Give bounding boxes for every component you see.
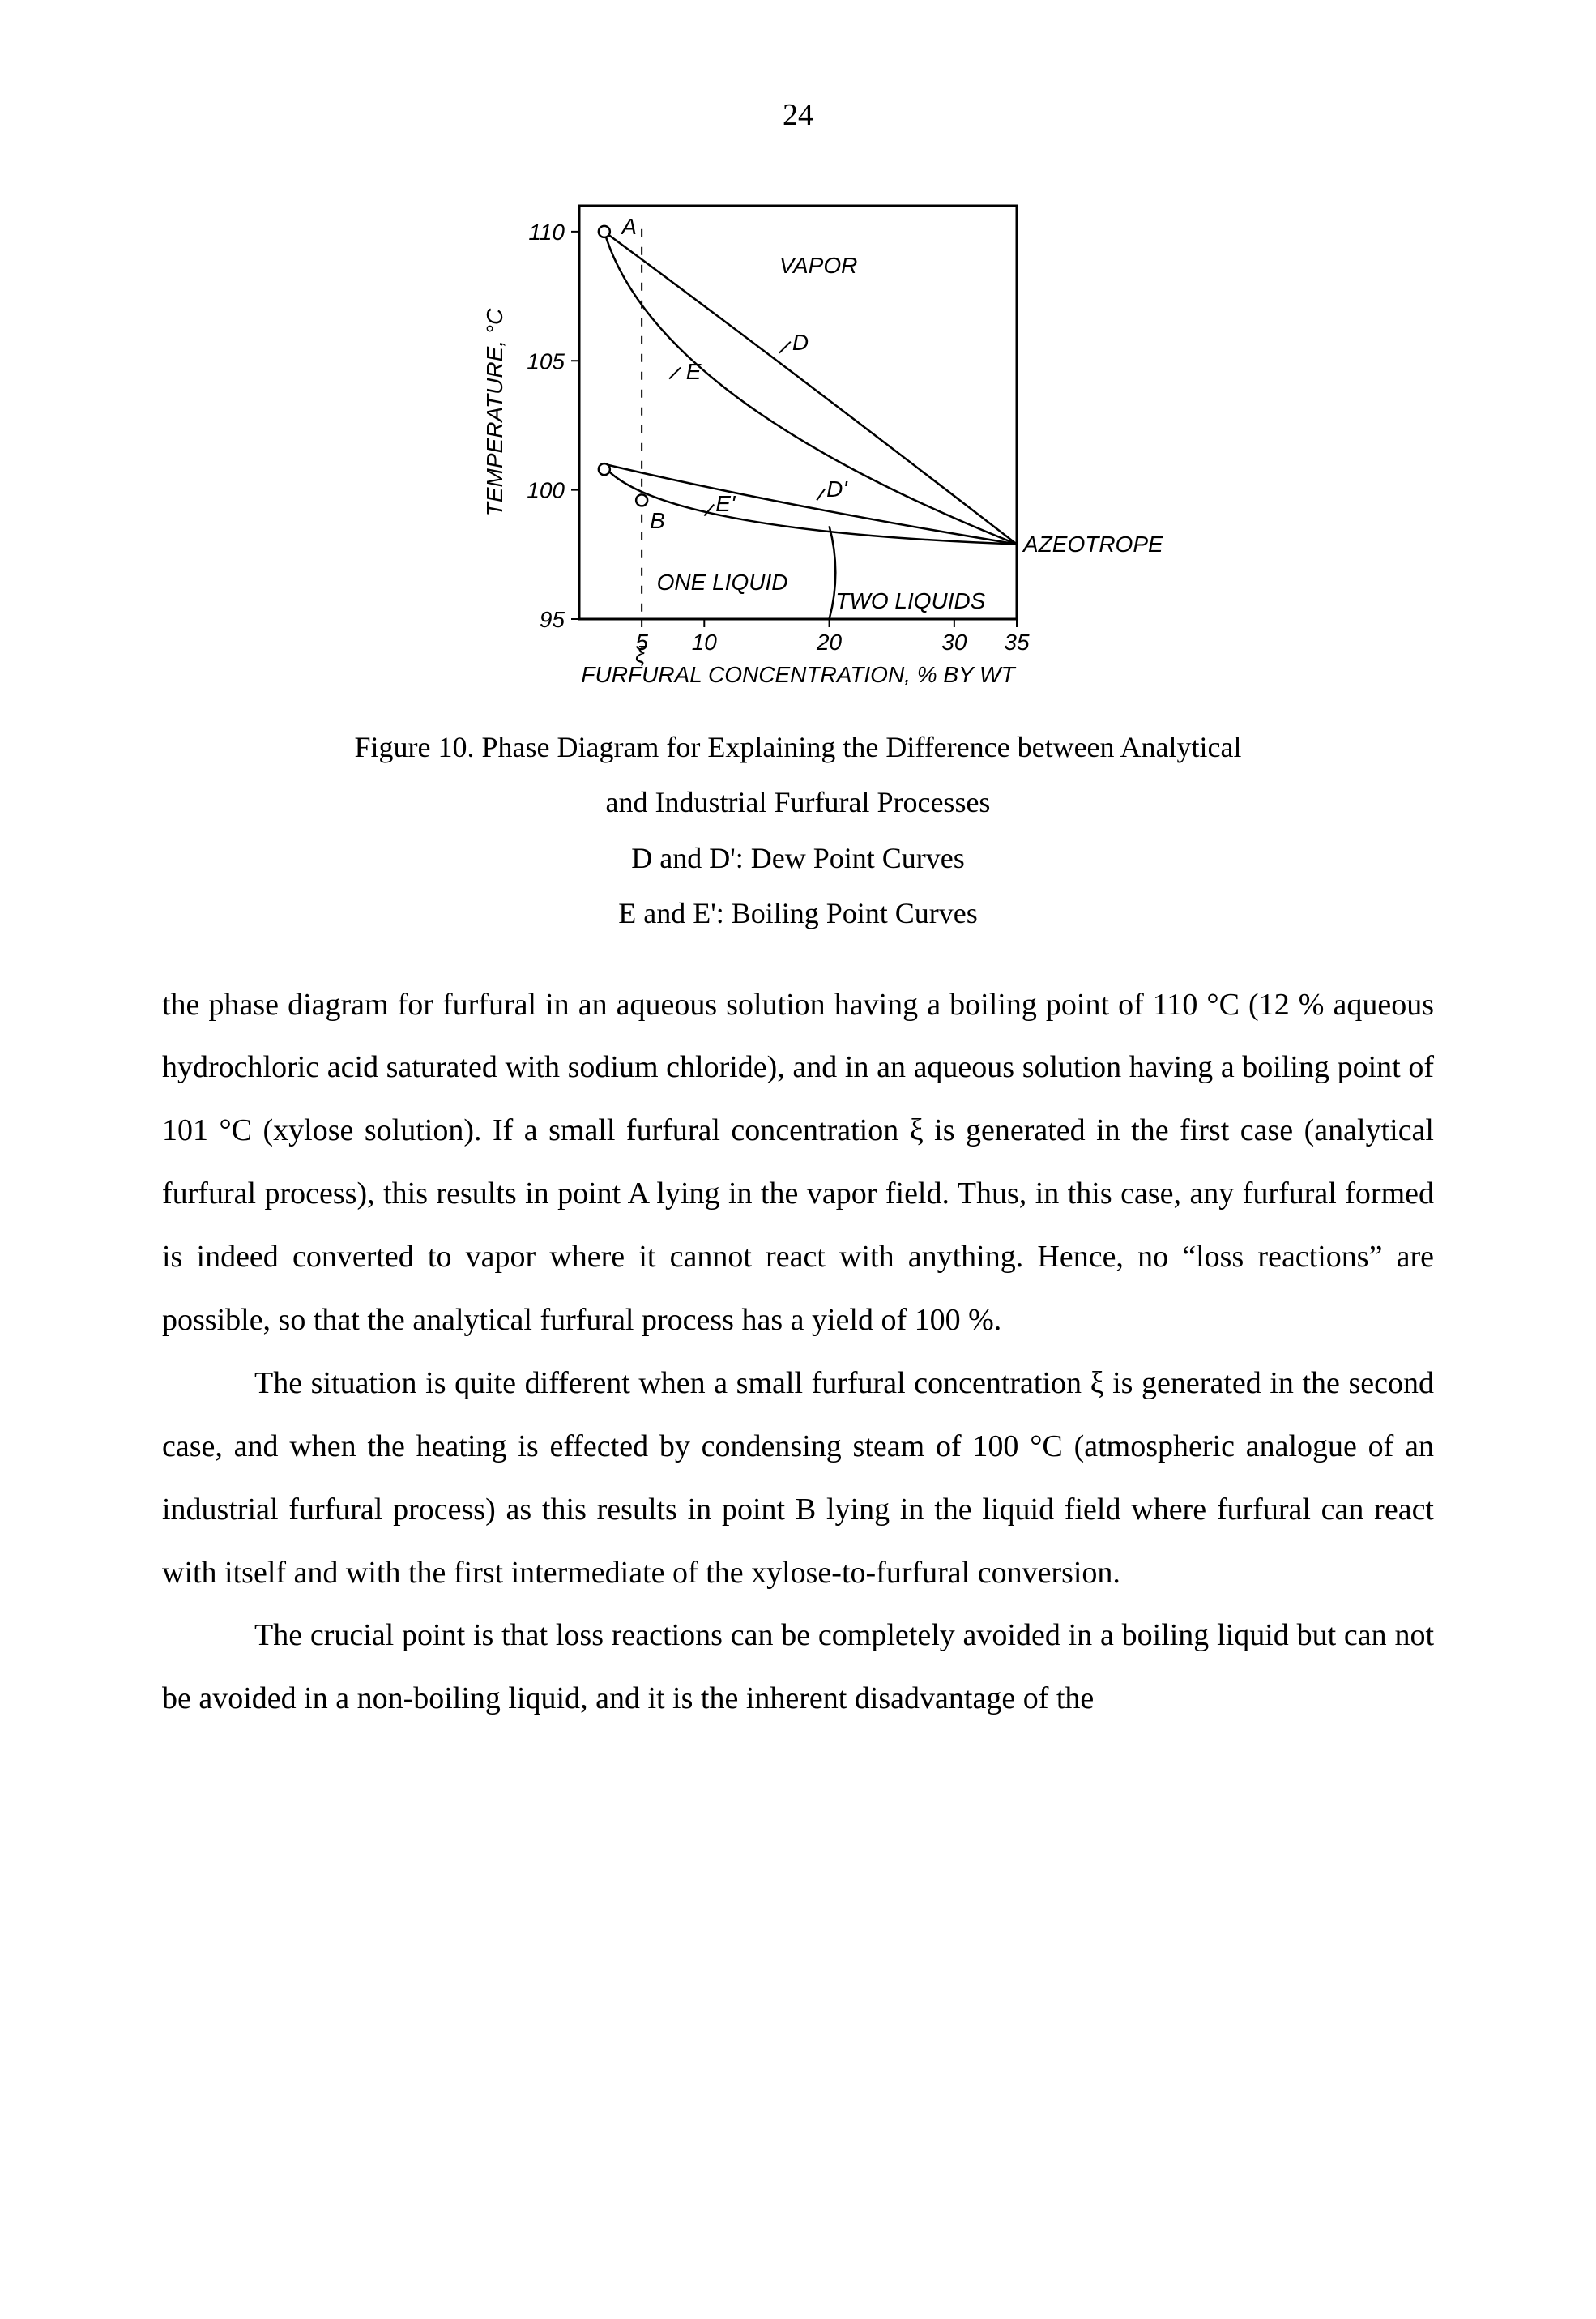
label-xi: ξ (635, 642, 646, 668)
phase-diagram: 510203035FURFURAL CONCENTRATION, % BY WT… (466, 182, 1130, 700)
figure-caption: Figure 10. Phase Diagram for Explaining … (162, 720, 1434, 942)
svg-text:35: 35 (1004, 630, 1030, 655)
label-b: B (650, 508, 665, 534)
label-a: A (621, 214, 637, 240)
svg-text:30: 30 (941, 630, 967, 655)
figure-wrap: 510203035FURFURAL CONCENTRATION, % BY WT… (162, 182, 1434, 700)
page-number: 24 (162, 97, 1434, 133)
label-d: D (792, 330, 809, 356)
label-two-liquids: TWO LIQUIDS (835, 588, 985, 614)
svg-text:TEMPERATURE, °C: TEMPERATURE, °C (482, 308, 507, 516)
svg-text:FURFURAL CONCENTRATION, % BY W: FURFURAL CONCENTRATION, % BY WT (581, 662, 1016, 687)
label-azeotrope: AZEOTROPE (1023, 532, 1163, 557)
caption-line-3: D and D': Dew Point Curves (162, 831, 1434, 886)
paragraph-1: the phase diagram for furfural in an aqu… (162, 974, 1434, 1352)
paragraph-2: The situation is quite different when a … (162, 1352, 1434, 1605)
label-e: E (686, 359, 702, 385)
svg-text:100: 100 (527, 478, 565, 503)
label-one-liquid: ONE LIQUID (657, 570, 788, 596)
paragraph-3: The crucial point is that loss reactions… (162, 1604, 1434, 1731)
svg-text:20: 20 (816, 630, 843, 655)
body-text: the phase diagram for furfural in an aqu… (162, 974, 1434, 1732)
label-e-prime: E' (715, 491, 735, 517)
caption-line-4: E and E': Boiling Point Curves (162, 886, 1434, 941)
svg-text:105: 105 (527, 348, 565, 374)
caption-line-1: Figure 10. Phase Diagram for Explaining … (162, 720, 1434, 775)
svg-text:95: 95 (540, 607, 565, 632)
svg-text:10: 10 (692, 630, 718, 655)
label-vapor: VAPOR (779, 253, 857, 279)
label-d-prime: D' (826, 476, 847, 502)
caption-line-2: and Industrial Furfural Processes (162, 775, 1434, 830)
svg-text:110: 110 (528, 220, 565, 245)
